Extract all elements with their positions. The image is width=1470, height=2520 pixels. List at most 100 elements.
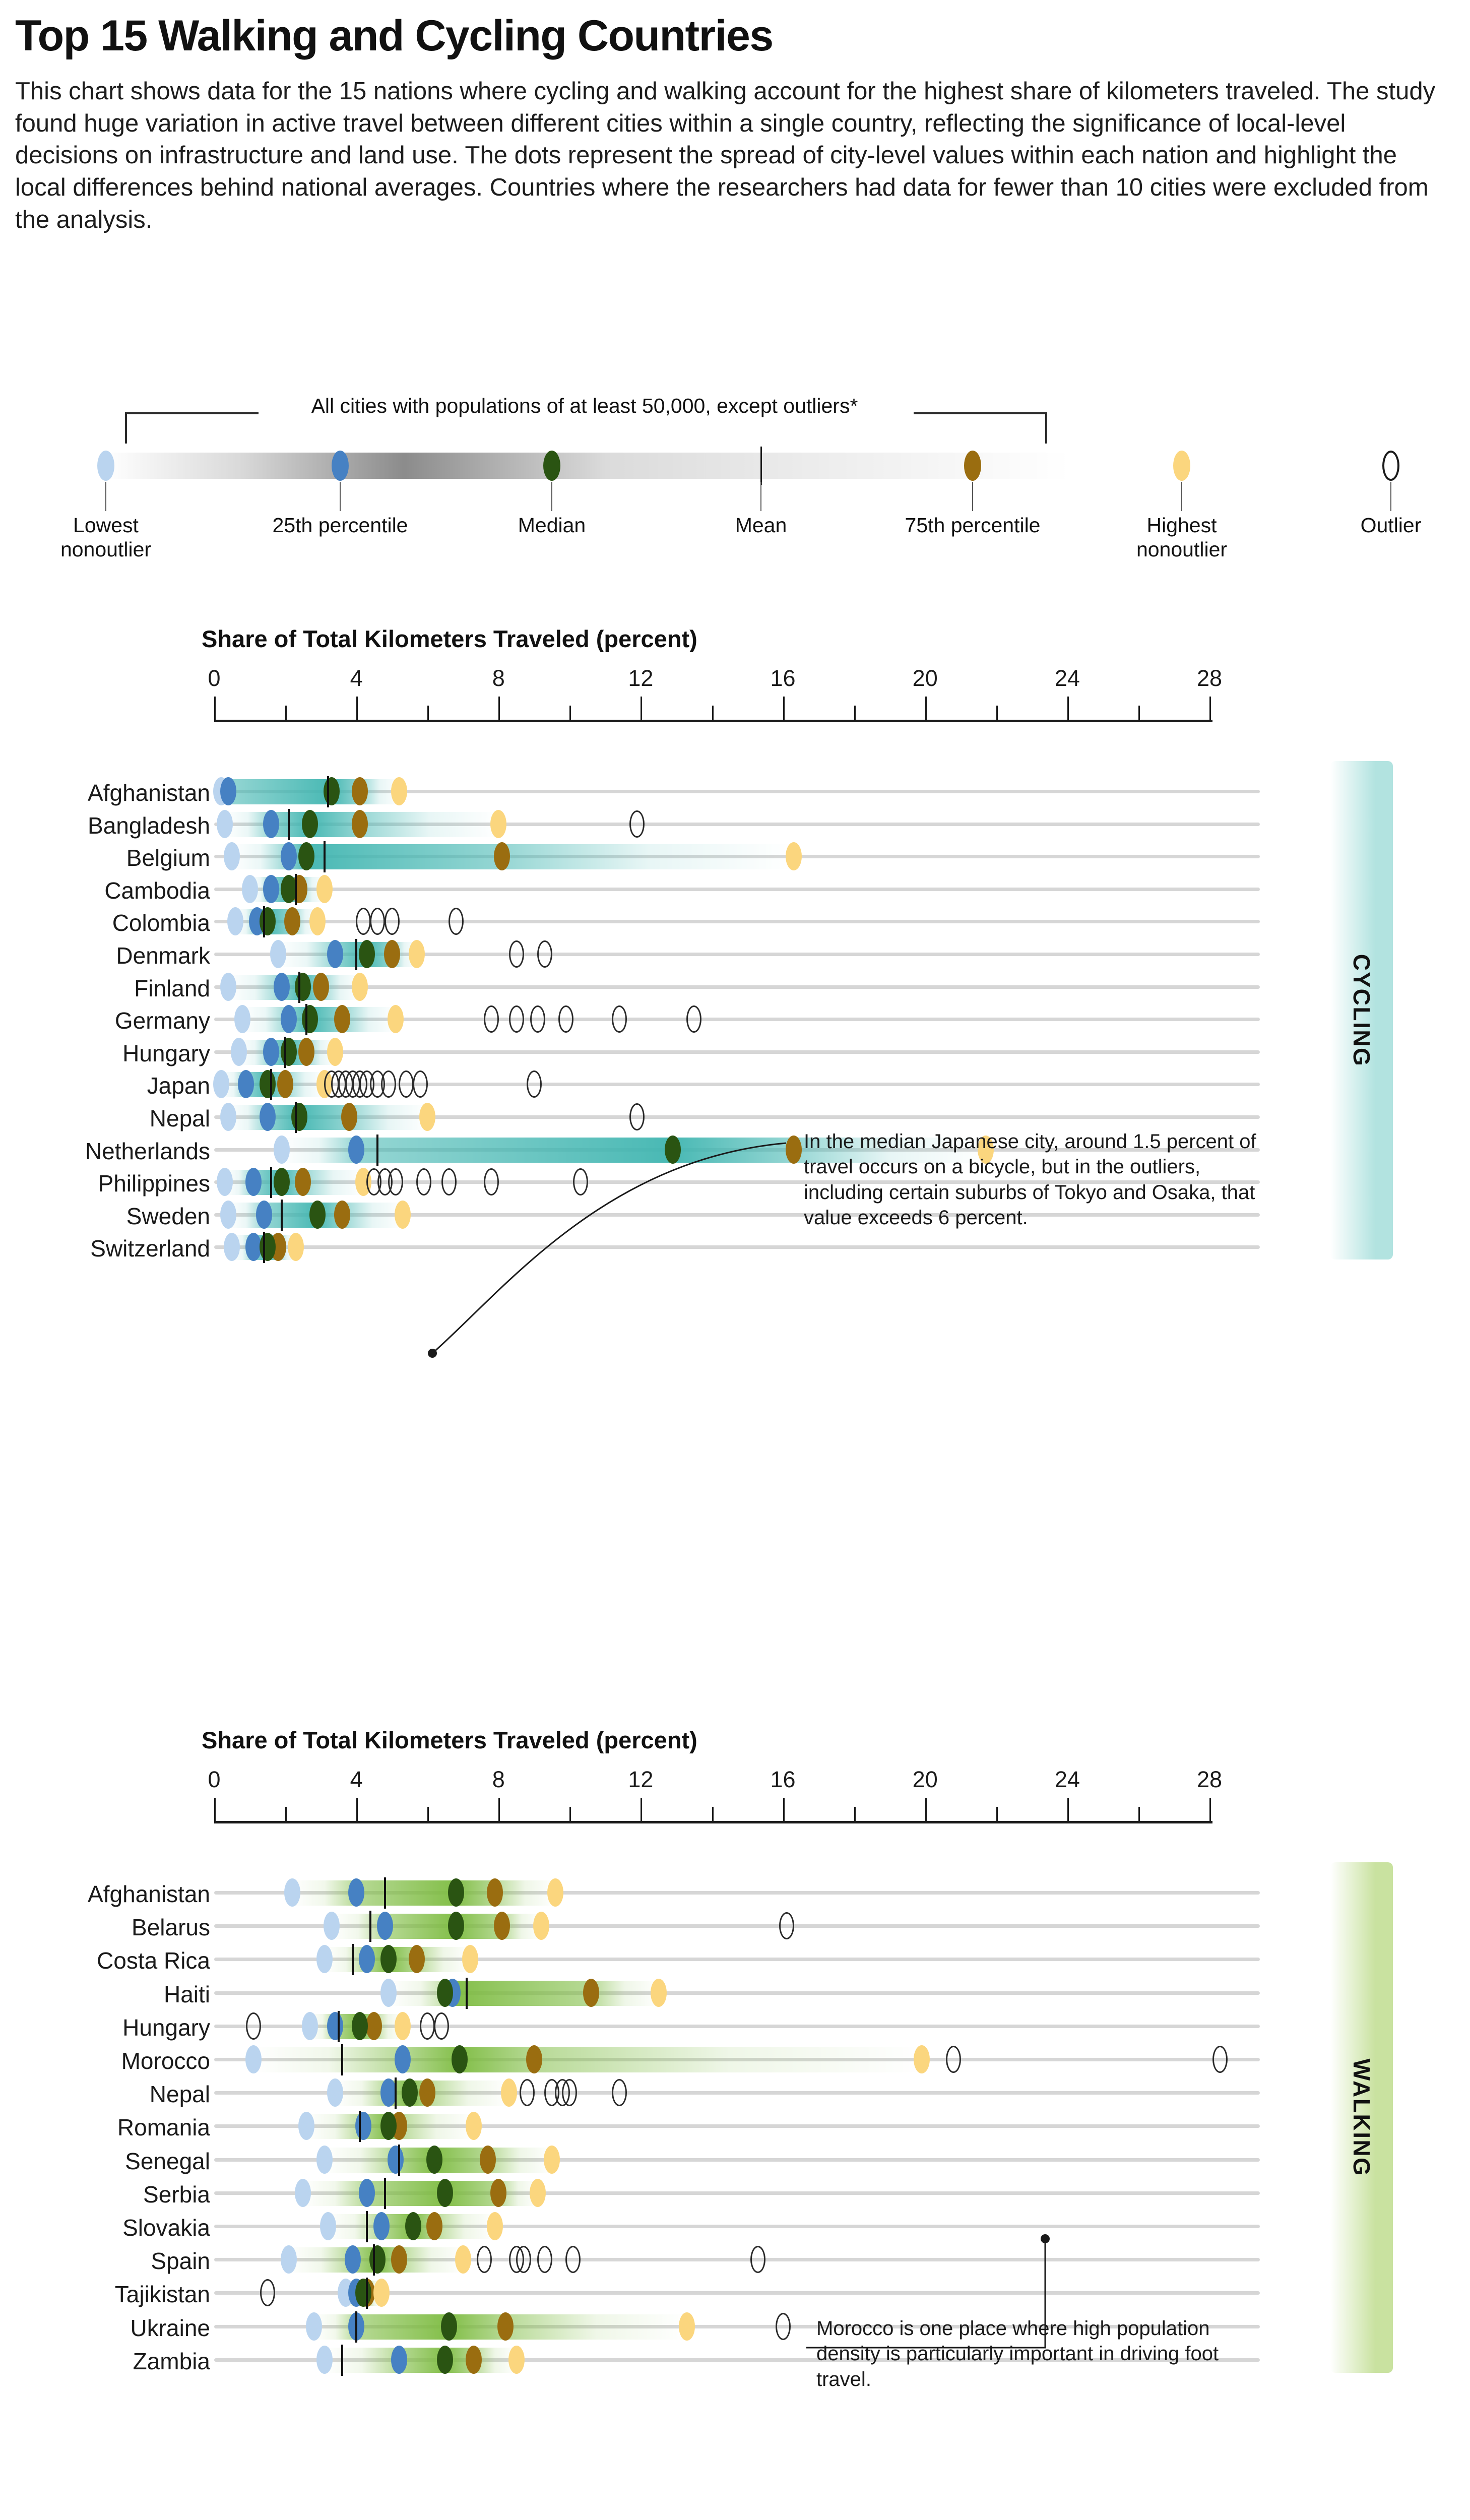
p75-dot[interactable]	[785, 1135, 802, 1164]
lowest-nonoutlier-dot[interactable]	[298, 2112, 315, 2140]
median-dot[interactable]	[426, 2145, 443, 2174]
outlier-circle[interactable]	[508, 1005, 524, 1033]
p75-dot[interactable]	[352, 777, 368, 805]
p75-dot[interactable]	[284, 907, 301, 936]
highest-nonoutlier-dot[interactable]	[316, 874, 333, 903]
highest-nonoutlier-dot[interactable]	[394, 1200, 411, 1229]
median-dot[interactable]	[302, 1005, 318, 1034]
p75-dot[interactable]	[480, 2145, 496, 2174]
p25-dot[interactable]	[391, 2345, 407, 2374]
outlier-circle[interactable]	[434, 2012, 450, 2040]
outlier-circle[interactable]	[775, 2312, 791, 2340]
p25-dot[interactable]	[380, 2078, 397, 2107]
highest-nonoutlier-dot[interactable]	[327, 1037, 343, 1066]
outlier-circle[interactable]	[629, 810, 645, 838]
outlier-circle[interactable]	[572, 1168, 588, 1196]
lowest-nonoutlier-dot[interactable]	[245, 2045, 262, 2073]
lowest-nonoutlier-dot[interactable]	[295, 2178, 311, 2207]
outlier-circle[interactable]	[413, 1070, 428, 1098]
p25-dot[interactable]	[263, 874, 279, 903]
outlier-circle[interactable]	[477, 2246, 492, 2274]
median-dot[interactable]	[295, 972, 311, 1001]
outlier-circle[interactable]	[530, 1005, 545, 1033]
outlier-circle[interactable]	[398, 1070, 414, 1098]
median-dot[interactable]	[352, 2011, 368, 2040]
table-row[interactable]: Japan	[0, 1069, 1470, 1101]
outlier-circle[interactable]	[245, 2012, 261, 2040]
outlier-circle[interactable]	[629, 1103, 645, 1130]
lowest-nonoutlier-dot[interactable]	[316, 2145, 333, 2174]
p25-dot[interactable]	[259, 1103, 276, 1131]
p25-dot[interactable]	[359, 2178, 375, 2207]
p25-dot[interactable]	[274, 972, 290, 1001]
p25-dot[interactable]	[327, 940, 343, 968]
mean-tick[interactable]	[305, 1004, 308, 1036]
lowest-nonoutlier-dot[interactable]	[220, 972, 237, 1001]
p25-dot[interactable]	[327, 2011, 343, 2040]
p75-dot[interactable]	[334, 1005, 350, 1034]
lowest-nonoutlier-dot[interactable]	[281, 2245, 297, 2274]
mean-tick[interactable]	[288, 808, 290, 840]
median-dot[interactable]	[355, 2279, 372, 2307]
median-dot[interactable]	[405, 2212, 421, 2240]
table-row[interactable]: Germany	[0, 1004, 1470, 1036]
median-dot[interactable]	[437, 2345, 454, 2374]
p25-dot[interactable]	[359, 1945, 375, 1974]
p75-dot[interactable]	[391, 2245, 407, 2274]
lowest-nonoutlier-dot[interactable]	[224, 842, 240, 871]
p25-dot[interactable]	[263, 809, 279, 838]
highest-nonoutlier-dot[interactable]	[501, 2078, 518, 2107]
highest-nonoutlier-dot[interactable]	[544, 2145, 560, 2174]
p75-dot[interactable]	[334, 1200, 350, 1229]
table-row[interactable]: Ukraine	[0, 2311, 1470, 2343]
table-row[interactable]: Tajikistan	[0, 2278, 1470, 2309]
highest-nonoutlier-dot[interactable]	[394, 2011, 411, 2040]
p25-dot[interactable]	[355, 2112, 372, 2140]
highest-nonoutlier-dot[interactable]	[679, 2312, 695, 2341]
lowest-nonoutlier-dot[interactable]	[316, 1945, 333, 1974]
p25-dot[interactable]	[245, 1233, 262, 1262]
mean-tick[interactable]	[341, 2344, 343, 2376]
table-row[interactable]: Morocco	[0, 2044, 1470, 2075]
median-dot[interactable]	[437, 1978, 454, 2007]
mean-tick[interactable]	[366, 2278, 368, 2309]
outlier-circle[interactable]	[356, 908, 371, 935]
highest-nonoutlier-dot[interactable]	[650, 1978, 667, 2007]
p75-dot[interactable]	[277, 1070, 294, 1099]
outlier-circle[interactable]	[558, 1005, 574, 1033]
lowest-nonoutlier-dot[interactable]	[323, 1912, 340, 1940]
median-dot[interactable]	[440, 2312, 457, 2341]
outlier-circle[interactable]	[416, 1168, 432, 1196]
median-dot[interactable]	[323, 777, 340, 805]
median-dot[interactable]	[369, 2245, 386, 2274]
p25-dot[interactable]	[238, 1070, 254, 1099]
highest-nonoutlier-dot[interactable]	[465, 2112, 482, 2140]
highest-nonoutlier-dot[interactable]	[529, 2178, 546, 2207]
median-dot[interactable]	[437, 2178, 454, 2207]
p75-dot[interactable]	[384, 940, 400, 968]
mean-tick[interactable]	[394, 2077, 397, 2109]
outlier-circle[interactable]	[388, 1168, 403, 1196]
median-dot[interactable]	[448, 1878, 464, 1907]
lowest-nonoutlier-dot[interactable]	[220, 1103, 237, 1131]
table-row[interactable]: Denmark	[0, 939, 1470, 970]
mean-tick[interactable]	[373, 2244, 375, 2276]
outlier-circle[interactable]	[686, 1005, 702, 1033]
highest-nonoutlier-dot[interactable]	[547, 1878, 564, 1907]
median-dot[interactable]	[451, 2045, 468, 2073]
mean-tick[interactable]	[263, 1232, 265, 1264]
outlier-circle[interactable]	[260, 2279, 275, 2307]
p75-dot[interactable]	[341, 1103, 358, 1131]
outlier-circle[interactable]	[537, 940, 552, 968]
p25-dot[interactable]	[245, 1168, 262, 1196]
lowest-nonoutlier-dot[interactable]	[380, 1978, 397, 2007]
highest-nonoutlier-dot[interactable]	[309, 907, 326, 936]
lowest-nonoutlier-dot[interactable]	[319, 2212, 336, 2240]
highest-nonoutlier-dot[interactable]	[455, 2245, 471, 2274]
outlier-circle[interactable]	[946, 2046, 962, 2073]
outlier-circle[interactable]	[612, 1005, 627, 1033]
table-row[interactable]: Haiti	[0, 1977, 1470, 2009]
lowest-nonoutlier-dot[interactable]	[302, 2011, 318, 2040]
highest-nonoutlier-dot[interactable]	[913, 2045, 930, 2073]
lowest-nonoutlier-dot[interactable]	[274, 1135, 290, 1164]
